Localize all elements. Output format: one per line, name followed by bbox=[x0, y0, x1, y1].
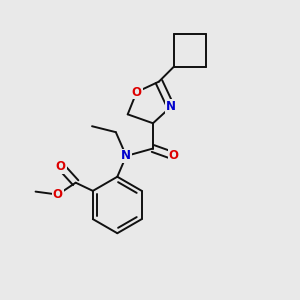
Text: N: N bbox=[166, 100, 176, 113]
Text: O: O bbox=[169, 149, 179, 162]
Text: O: O bbox=[53, 188, 63, 201]
Text: O: O bbox=[56, 160, 66, 173]
Text: O: O bbox=[132, 85, 142, 98]
Text: N: N bbox=[121, 149, 131, 162]
